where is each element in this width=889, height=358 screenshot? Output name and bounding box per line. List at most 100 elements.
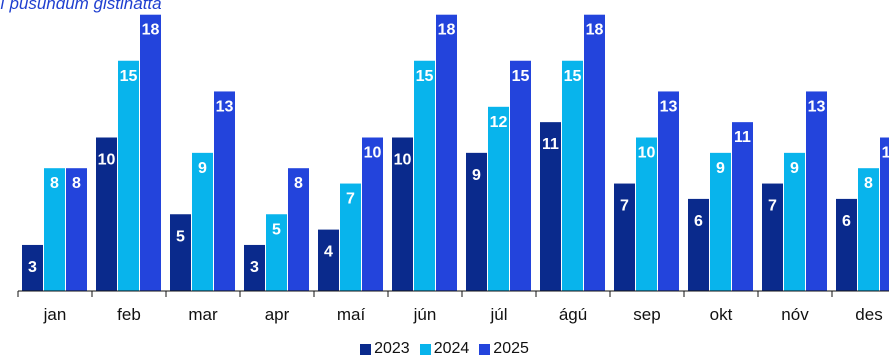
bar-2025-jan [66,168,87,291]
legend-swatch [360,343,372,355]
bar-2024-mar [192,152,213,291]
x-tick-label-jan: jan [43,305,67,324]
value-label-2024-jún: 15 [416,68,434,85]
value-label-2025-sep: 13 [660,98,678,115]
bar-2024-apr [266,214,287,291]
x-tick-label-jún: jún [413,305,437,324]
value-label-2024-sep: 10 [638,145,656,162]
bar-2024-des [858,168,879,291]
value-label-2025-jún: 18 [438,22,456,39]
value-label-2024-feb: 15 [120,68,138,85]
value-label-2024-júl: 12 [490,114,508,131]
bar-2023-okt [688,198,709,291]
bar-2023-nóv [762,183,783,291]
x-tick-label-nóv: nóv [781,305,809,324]
value-label-2023-ágú: 11 [542,136,559,153]
value-label-2024-maí: 7 [346,191,355,208]
bars-group [22,14,889,292]
value-label-2025-mar: 13 [216,98,234,115]
bar-2024-jún [414,60,435,291]
bar-2025-sep [658,91,679,291]
bar-2025-feb [140,14,161,291]
bar-2024-sep [636,137,657,291]
legend-label: 2024 [433,340,470,357]
value-label-2024-apr: 5 [272,221,281,238]
value-label-2025-des: 10 [882,145,889,162]
bar-2023-sep [614,183,635,291]
value-label-2025-feb: 18 [142,22,160,39]
bar-2025-mar [214,91,235,291]
x-tick-label-feb: feb [117,305,141,324]
bar-2023-ágú [540,122,561,292]
value-label-2025-júl: 15 [512,68,530,85]
bar-2023-feb [96,137,117,291]
bar-2023-jún [392,137,413,291]
x-tick-label-mar: mar [188,305,218,324]
x-tick-label-okt: okt [710,305,733,324]
value-label-2023-apr: 3 [250,259,259,276]
value-label-2023-júl: 9 [472,167,481,184]
bar-2025-nóv [806,91,827,291]
bar-2024-jan [44,168,65,291]
value-label-2023-jún: 10 [394,152,412,169]
value-label-2025-nóv: 13 [808,98,826,115]
legend: 2023 2024 2025 [0,340,889,358]
value-label-2023-mar: 5 [176,228,185,245]
value-label-2024-okt: 9 [716,160,725,177]
bar-2023-maí [318,229,339,291]
bar-2024-okt [710,152,731,291]
value-label-2023-sep: 7 [620,198,629,215]
x-tick-label-apr: apr [265,305,290,324]
bar-2025-maí [362,137,383,291]
bar-2025-apr [288,168,309,291]
bar-2023-jan [22,244,43,291]
legend-swatch [479,343,491,355]
x-tick-labels: jan feb mar apr maí jún júl ágú sep okt nóv des [43,305,883,324]
value-label-2023-jan: 3 [28,259,37,276]
x-tick-label-júl: júl [489,305,507,324]
value-label-2025-apr: 8 [294,175,303,192]
value-label-2024-ágú: 15 [564,68,582,85]
bar-2025-jún [436,14,457,291]
bar-2024-feb [118,60,139,291]
bar-2024-nóv [784,152,805,291]
bar-2023-des [836,198,857,291]
bar-2025-okt [732,122,753,292]
bar-2025-des [880,137,889,291]
x-tick-label-maí: maí [337,305,366,324]
bar-2023-mar [170,214,191,291]
value-label-2024-nóv: 9 [790,160,799,177]
value-label-2025-maí: 10 [364,145,382,162]
bar-2024-júl [488,106,509,291]
x-tick-label-des: des [855,305,882,324]
value-label-2025-okt: 11 [734,129,751,146]
value-label-2023-feb: 10 [98,152,116,169]
value-label-2023-okt: 6 [694,213,703,230]
legend-item-2025: 2025 [479,340,529,358]
bar-2025-júl [510,60,531,291]
value-label-2023-nóv: 7 [768,198,777,215]
bar-2025-ágú [584,14,605,291]
chart-title: í þúsundum gistinátta [0,0,162,13]
value-label-2025-jan: 8 [72,175,81,192]
value-label-2025-ágú: 18 [586,22,604,39]
bar-2024-maí [340,183,361,291]
x-tick-label-ágú: ágú [559,305,587,324]
value-label-2024-mar: 9 [198,160,207,177]
legend-swatch [419,343,431,355]
value-label-2024-jan: 8 [50,175,59,192]
bar-2024-ágú [562,60,583,291]
value-label-2023-maí: 4 [324,244,333,261]
x-axis [17,290,889,297]
legend-item-2023: 2023 [360,340,410,358]
x-tick-label-sep: sep [633,305,660,324]
bar-2023-apr [244,244,265,291]
legend-label: 2023 [374,340,410,357]
bar-2023-júl [466,152,487,291]
value-label-2024-des: 8 [864,175,873,192]
legend-label: 2025 [493,340,529,357]
legend-item-2024: 2024 [419,340,470,358]
value-label-2023-des: 6 [842,213,851,230]
